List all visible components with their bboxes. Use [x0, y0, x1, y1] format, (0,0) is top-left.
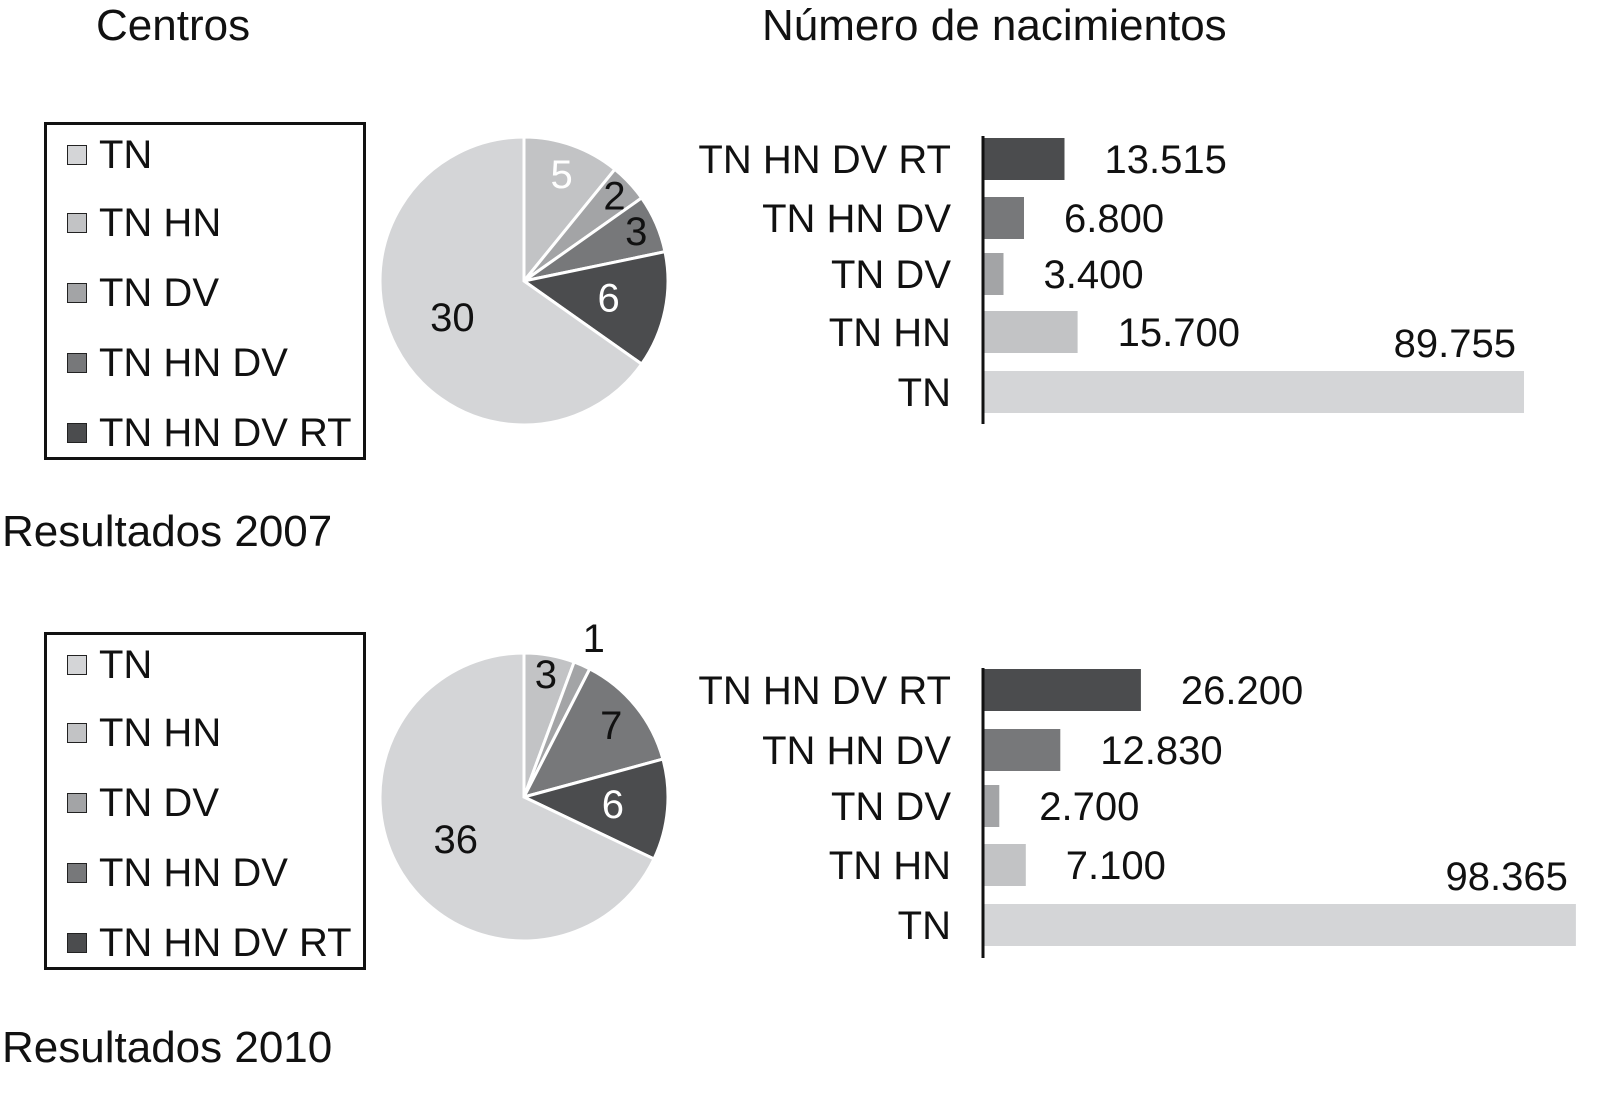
bar-category-label: TN HN DV [762, 729, 951, 773]
legend-item-tn-hn-dv: TN HN DV [67, 853, 288, 893]
bar-category-label: TN HN [829, 844, 951, 888]
legend-swatch [67, 933, 87, 953]
centros-heading: Centros [96, 1, 251, 50]
legend-item-tn: TN [67, 135, 152, 175]
bar-value-label: 15.700 [1118, 311, 1240, 355]
pie-value-label: 30 [430, 296, 475, 340]
bar-category-label: TN HN DV [762, 197, 951, 241]
bar-category-label: TN [898, 904, 951, 948]
section-title-2007: Resultados 2007 [2, 507, 333, 556]
bar-tn-hn-dv-rt [983, 669, 1141, 711]
legend-label: TN [99, 643, 153, 687]
pie-value-label: 3 [535, 653, 557, 697]
legend-item-tn-hn-dv-rt: TN HN DV RT [67, 923, 352, 963]
legend-label: TN HN DV [99, 851, 288, 895]
bar-tn-hn-dv [983, 197, 1024, 239]
bar-value-label: 89.755 [1394, 322, 1516, 366]
legend-item-tn-hn-dv-rt: TN HN DV RT [67, 413, 352, 453]
legend-label: TN DV [99, 271, 219, 315]
legend-2007: TN TN HN TN DV TN HN DV TN HN DV RT [44, 122, 366, 460]
legend-swatch [67, 145, 87, 165]
pie-slice-tn-hn-dv-rt [520, 249, 670, 367]
legend-label: TN DV [99, 781, 219, 825]
legend-swatch [67, 213, 87, 233]
pie-slice-tn-hn [522, 135, 617, 286]
nacimientos-heading: Número de nacimientos [762, 1, 1227, 50]
legend-swatch [67, 423, 87, 443]
bar-tn [983, 904, 1576, 946]
bar-value-label: 7.100 [1066, 844, 1166, 888]
bar-value-label: 3.400 [1044, 253, 1144, 297]
bar-tn-hn-dv [983, 729, 1061, 771]
pie-value-label: 1 [583, 617, 605, 661]
pie-value-label: 6 [597, 277, 619, 321]
legend-item-tn-dv: TN DV [67, 783, 219, 823]
bar-tn-hn [983, 844, 1026, 886]
legend-label: TN HN [99, 201, 222, 245]
bar-category-label: TN [898, 371, 951, 415]
legend-swatch [67, 793, 87, 813]
bar-value-label: 13.515 [1105, 138, 1227, 182]
legend-swatch [67, 723, 87, 743]
bar-category-label: TN HN [829, 311, 951, 355]
legend-label: TN HN DV RT [99, 411, 352, 455]
legend-2010: TN TN HN TN DV TN HN DV TN HN DV RT [44, 632, 366, 970]
bar-value-label: 2.700 [1039, 785, 1139, 829]
pie-slice-tn-hn-dv [521, 666, 665, 800]
pie-slice-tn-hn-dv-rt [519, 757, 670, 861]
legend-swatch [67, 283, 87, 303]
legend-label: TN HN [99, 711, 222, 755]
bar-tn-dv [983, 785, 1000, 827]
legend-item-tn-hn-dv: TN HN DV [67, 343, 288, 383]
bar-category-label: TN HN DV RT [698, 138, 951, 182]
pie-value-label: 3 [625, 210, 647, 254]
bar-value-label: 98.365 [1446, 855, 1568, 899]
legend-label: TN HN DV [99, 341, 288, 385]
bar-value-label: 6.800 [1064, 197, 1164, 241]
bar-category-label: TN DV [831, 785, 951, 829]
legend-item-tn-hn: TN HN [67, 203, 221, 243]
pie-value-label: 6 [602, 783, 624, 827]
legend-item-tn-dv: TN DV [67, 273, 219, 313]
pie-slice-tn [378, 651, 657, 943]
legend-item-tn-hn: TN HN [67, 713, 221, 753]
legend-label: TN [99, 133, 153, 177]
legend-swatch [67, 863, 87, 883]
legend-swatch [67, 655, 87, 675]
bar-category-label: TN DV [831, 253, 951, 297]
bar-value-label: 12.830 [1100, 729, 1222, 773]
bar-tn-dv [983, 253, 1004, 295]
legend-item-tn: TN [67, 645, 152, 685]
pie-value-label: 36 [434, 818, 479, 862]
bar-category-label: TN HN DV RT [698, 669, 951, 713]
pie-slice-tn [378, 135, 644, 427]
bar-value-label: 26.200 [1181, 669, 1303, 713]
pie-value-label: 5 [550, 153, 572, 197]
pie-value-label: 7 [600, 704, 622, 748]
legend-label: TN HN DV RT [99, 921, 352, 965]
section-title-2010: Resultados 2010 [2, 1023, 333, 1072]
bar-tn-hn [983, 311, 1078, 353]
bar-tn-hn-dv-rt [983, 138, 1065, 180]
legend-swatch [67, 353, 87, 373]
bar-tn [983, 371, 1524, 413]
pie-value-label: 2 [603, 175, 625, 219]
